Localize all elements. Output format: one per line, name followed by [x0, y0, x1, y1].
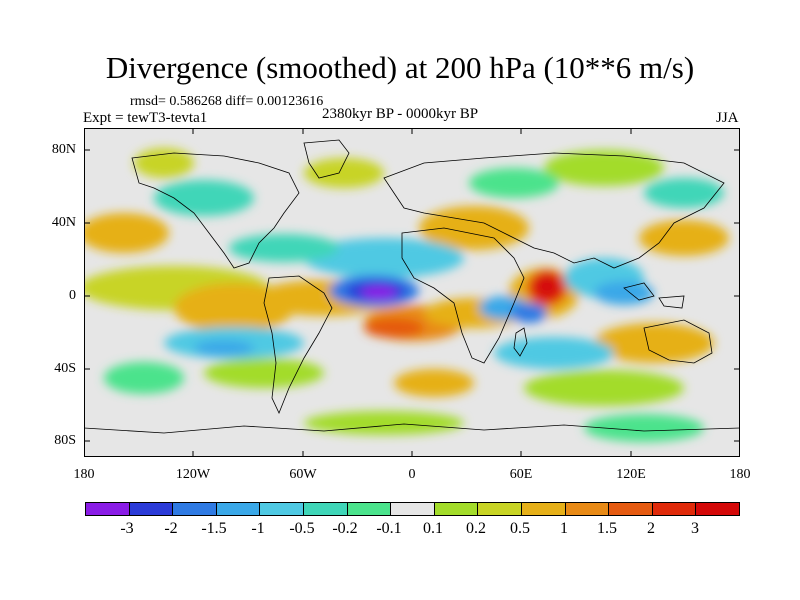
xtick-label: 0: [408, 467, 416, 482]
divergence-map: [84, 128, 740, 457]
colorbar-label: -1: [251, 520, 265, 537]
colorbar-label: 3: [691, 520, 699, 537]
colorbar-label: 2: [647, 520, 655, 537]
colorbar-label: 1.5: [597, 520, 617, 537]
divergence-field: [84, 148, 729, 442]
colorbar-swatch: [434, 503, 479, 515]
ytick-label: 0: [69, 288, 76, 303]
colorbar-label: 1: [560, 520, 568, 537]
colorbar-label: -1.5: [201, 520, 227, 537]
ytick-label: 80S: [54, 433, 76, 448]
season-label: JJA: [716, 110, 739, 126]
colorbar-swatch: [347, 503, 392, 515]
colorbar-swatch: [173, 503, 217, 515]
colorbar-label: -3: [120, 520, 134, 537]
xtick-label: 60E: [509, 467, 533, 482]
ytick-label: 80N: [51, 142, 76, 157]
colorbar-swatch: [129, 503, 174, 515]
coastlines: [84, 139, 740, 434]
ytick-label: 40S: [54, 361, 76, 376]
ytick-label: 40N: [51, 215, 76, 230]
colorbar-swatch: [260, 503, 304, 515]
axis-ticks: [84, 128, 740, 457]
rmsd-stats: rmsd= 0.586268 diff= 0.00123616: [130, 94, 324, 109]
xtick-label: 120E: [616, 467, 646, 482]
colorbar-swatch: [565, 503, 610, 515]
colorbar-swatch: [478, 503, 522, 515]
colorbar-label: 0.2: [466, 520, 486, 537]
colorbar-label: -2: [164, 520, 178, 537]
colorbar-label: 0.5: [510, 520, 530, 537]
colorbar-swatch: [521, 503, 566, 515]
colorbar-swatch: [391, 503, 435, 515]
colorbar-label: -0.5: [289, 520, 315, 537]
colorbar-label: 0.1: [423, 520, 443, 537]
colorbar-swatch: [216, 503, 261, 515]
experiment-label: Expt = tewT3-tevta1: [83, 110, 208, 126]
xtick-label: 60W: [289, 467, 317, 482]
colorbar-swatch: [696, 503, 739, 515]
xtick-label: 180: [73, 467, 95, 482]
colorbar-swatch: [652, 503, 697, 515]
xtick-label: 120W: [175, 467, 211, 482]
colorbar-swatch: [86, 503, 130, 515]
colorbar-swatch: [303, 503, 348, 515]
period-label: 2380kyr BP - 0000kyr BP: [322, 106, 479, 122]
colorbar-label: -0.1: [376, 520, 402, 537]
colorbar: [85, 502, 740, 516]
xtick-label: 180: [729, 467, 751, 482]
colorbar-swatch: [609, 503, 653, 515]
chart-title: Divergence (smoothed) at 200 hPa (10**6 …: [105, 50, 695, 85]
colorbar-label: -0.2: [332, 520, 358, 537]
